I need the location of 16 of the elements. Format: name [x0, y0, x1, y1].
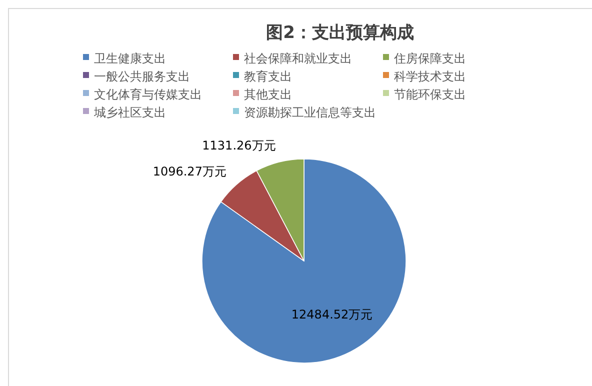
pie-slice: [202, 158, 406, 364]
legend-label: 城乡社区支出: [93, 105, 166, 120]
legend-label: 科学技术支出: [394, 69, 466, 84]
chart-title: 图2：支出预算构成: [266, 23, 414, 43]
legend-label: 资源勘探工业信息等支出: [244, 105, 376, 120]
legend-label: 社会保障和就业支出: [244, 51, 352, 66]
legend-label: 一般公共服务支出: [94, 69, 190, 84]
data-label: 12484.52万元: [291, 308, 373, 322]
legend-label: 卫生健康支出: [94, 51, 166, 66]
data-label: 1096.27万元: [152, 164, 226, 178]
legend-label: 文化体育与传媒支出: [94, 87, 202, 102]
legend-label: 节能环保支出: [394, 87, 466, 102]
legend-label: 住房保障支出: [393, 51, 466, 66]
data-label: 1131.26万元: [202, 138, 276, 153]
legend-label: 其他支出: [244, 87, 292, 102]
legend-label: 教育支出: [244, 69, 292, 84]
